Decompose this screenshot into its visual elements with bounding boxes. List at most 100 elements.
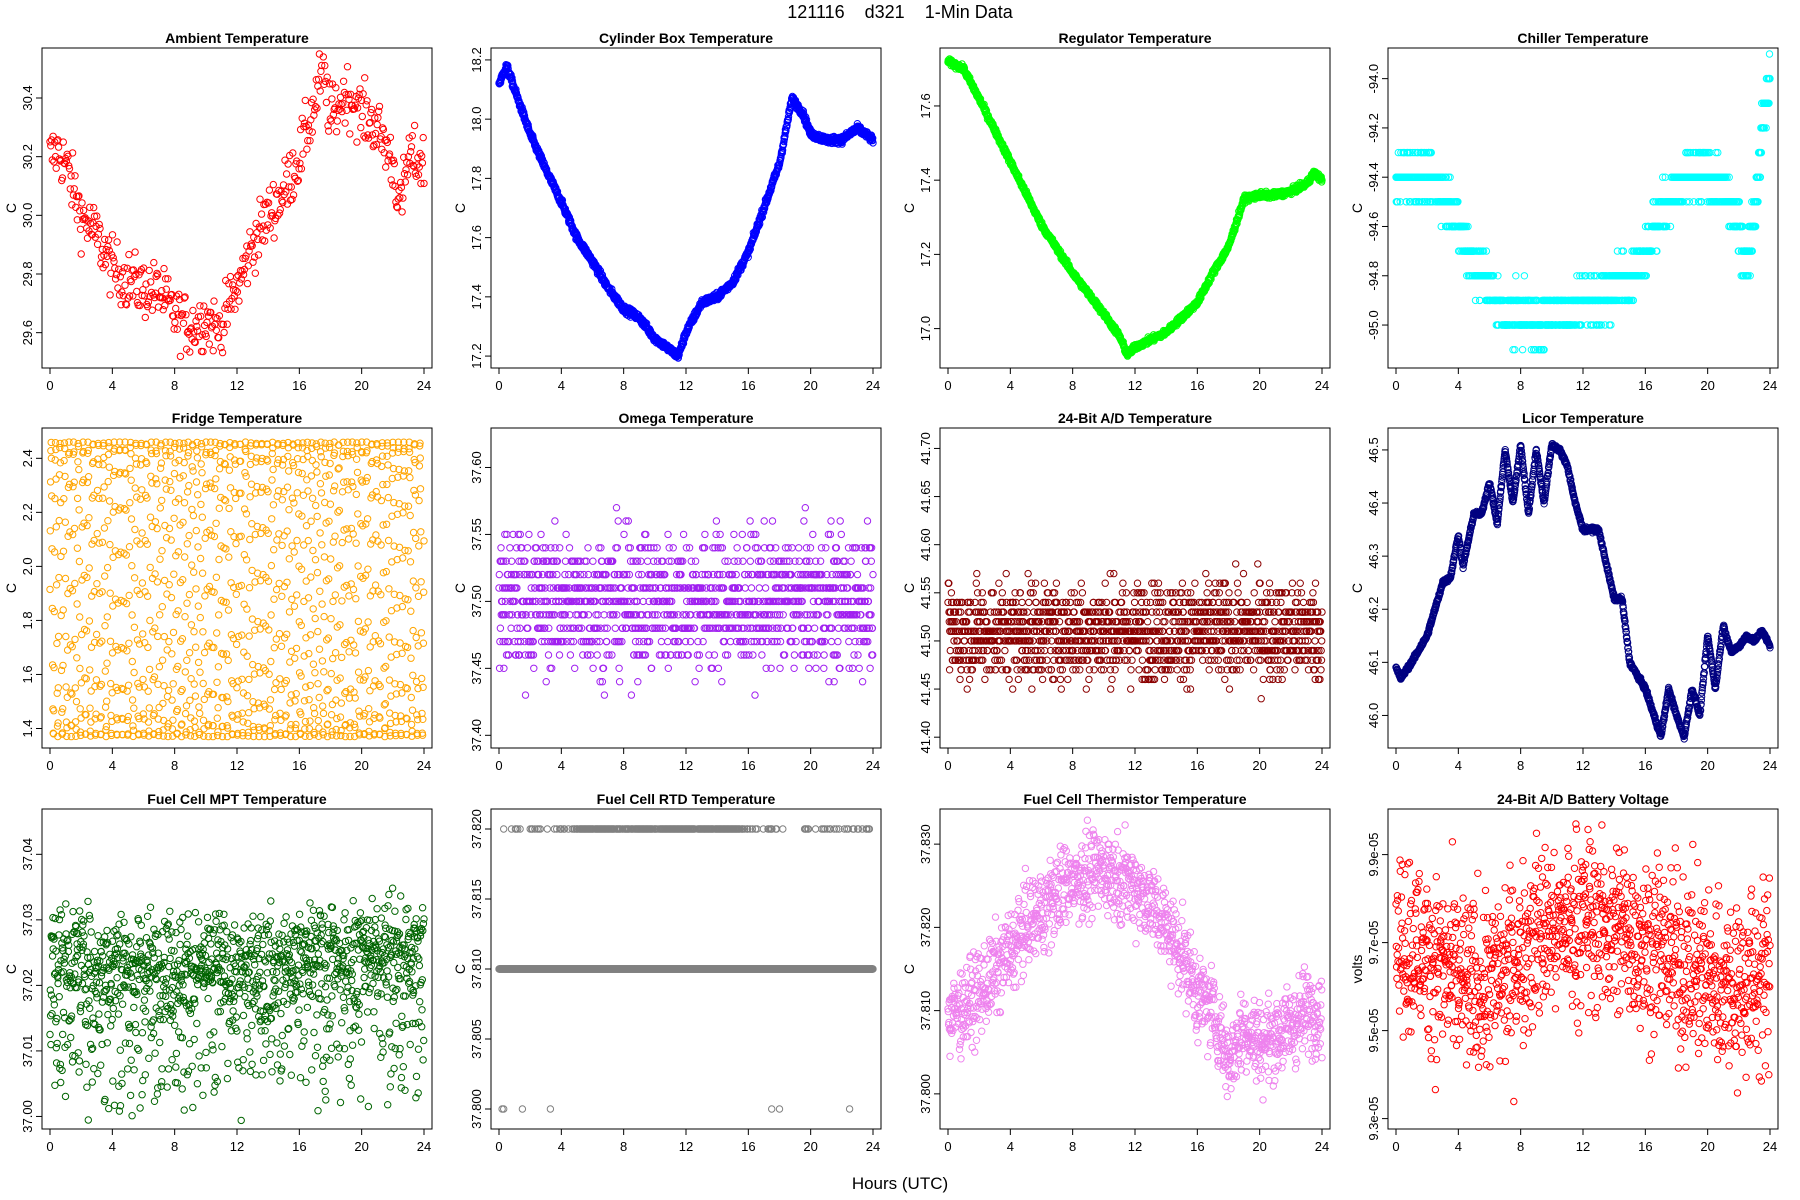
x-tick-label: 16: [1638, 378, 1652, 393]
data-point: [523, 119, 531, 128]
data-point: [504, 61, 512, 70]
data-point: [366, 118, 374, 127]
data-point: [158, 287, 166, 295]
data-point: [197, 312, 205, 320]
data-points: [944, 55, 1326, 360]
x-tick-label: 0: [1392, 378, 1399, 393]
panel-title: Fridge Temperature: [172, 410, 303, 426]
data-point: [1518, 346, 1527, 354]
data-point: [67, 172, 75, 180]
data-point: [106, 291, 114, 299]
data-point: [79, 206, 88, 215]
data-point: [168, 290, 176, 299]
data-point: [191, 338, 199, 347]
data-point: [65, 164, 74, 173]
data-point: [368, 105, 376, 114]
data-point: [80, 215, 89, 223]
data-point: [397, 183, 406, 192]
data-points: [1392, 50, 1774, 354]
data-point: [245, 247, 253, 255]
data-point: [232, 273, 241, 281]
data-point: [47, 142, 55, 150]
data-point: [1605, 321, 1614, 329]
y-tick-label: 30.0: [20, 203, 35, 228]
x-tick-label: 16: [1190, 378, 1204, 393]
data-point: [90, 212, 99, 221]
data-point: [372, 140, 381, 149]
x-tick-label: 24: [417, 378, 431, 393]
data-point: [111, 275, 120, 283]
plot-frame: [490, 47, 882, 369]
data-point: [375, 107, 383, 116]
data-point: [371, 129, 380, 138]
data-point: [52, 581, 61, 589]
data-point: [116, 273, 125, 281]
data-point: [118, 288, 126, 296]
data-point: [287, 183, 295, 191]
y-axis-label: C: [452, 203, 468, 213]
data-point: [77, 250, 85, 258]
panel-title: Chiller Temperature: [1517, 30, 1648, 46]
data-point: [309, 95, 317, 103]
data-point: [329, 111, 338, 119]
x-tick-label: 0: [944, 378, 951, 393]
panel-title: Ambient Temperature: [165, 30, 309, 46]
data-point: [73, 216, 82, 224]
data-point: [336, 105, 344, 114]
data-point: [316, 87, 324, 95]
data-point: [237, 275, 246, 283]
data-point: [357, 123, 365, 132]
data-point: [396, 178, 405, 187]
data-point: [325, 127, 333, 135]
y-tick-label: -94.6: [1366, 212, 1381, 242]
data-point: [325, 80, 334, 88]
data-point: [340, 88, 349, 97]
data-point: [196, 302, 204, 310]
y-tick-label: 17.6: [469, 225, 484, 250]
data-point: [148, 306, 157, 314]
data-point: [111, 264, 119, 272]
data-point: [130, 273, 139, 281]
data-point: [189, 306, 197, 315]
data-point: [93, 212, 101, 220]
data-point: [66, 185, 75, 193]
data-point: [59, 547, 68, 555]
x-tick-label: 24: [1315, 378, 1329, 393]
data-point: [55, 516, 63, 525]
data-point: [151, 289, 160, 297]
data-point: [407, 147, 415, 156]
data-point: [398, 208, 406, 216]
x-tick-label: 24: [1763, 378, 1777, 393]
data-point: [223, 320, 231, 328]
x-tick-label: 20: [1700, 378, 1714, 393]
x-tick-label: 12: [1576, 378, 1590, 393]
data-point: [145, 266, 153, 275]
data-point: [56, 459, 65, 467]
data-point: [341, 119, 349, 127]
data-point: [367, 109, 375, 117]
y-tick-label: 17.4: [918, 168, 933, 193]
data-point: [307, 116, 315, 124]
data-point: [180, 294, 189, 302]
data-point: [239, 270, 248, 279]
data-point: [152, 272, 160, 281]
data-point: [387, 176, 395, 184]
data-point: [414, 153, 422, 162]
data-point: [75, 192, 83, 200]
data-point: [76, 225, 85, 234]
page-title: 121116 d321 1-Min Data: [787, 2, 1013, 22]
plot-frame: [1387, 47, 1779, 369]
data-point: [218, 348, 227, 357]
data-point: [52, 164, 60, 172]
data-point: [254, 251, 263, 259]
data-point: [360, 132, 368, 140]
data-point: [319, 53, 327, 61]
data-point: [225, 280, 233, 288]
data-point: [101, 235, 109, 244]
y-tick-label: 17.6: [918, 93, 933, 118]
data-point: [346, 130, 354, 138]
data-point: [296, 159, 304, 168]
data-point: [164, 275, 172, 283]
